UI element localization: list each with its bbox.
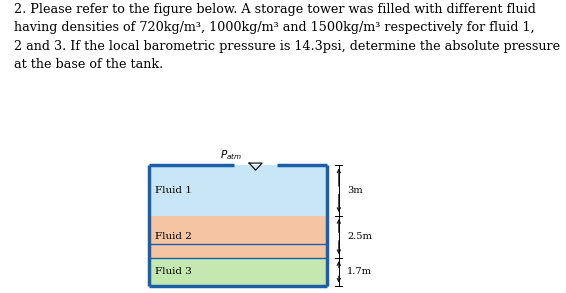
Bar — [149, 165, 327, 216]
Text: 2.5m: 2.5m — [347, 232, 372, 241]
Bar — [149, 258, 327, 286]
Text: 2. Please refer to the figure below. A storage tower was filled with different f: 2. Please refer to the figure below. A s… — [14, 3, 560, 71]
Text: $P_{atm}$: $P_{atm}$ — [220, 148, 242, 162]
Text: Fluid 2: Fluid 2 — [155, 232, 191, 241]
Text: Fluid 1: Fluid 1 — [155, 186, 191, 195]
Bar — [149, 216, 327, 258]
Text: 1.7m: 1.7m — [347, 268, 372, 276]
Text: 3m: 3m — [347, 186, 363, 195]
Text: Fluid 3: Fluid 3 — [155, 268, 191, 276]
